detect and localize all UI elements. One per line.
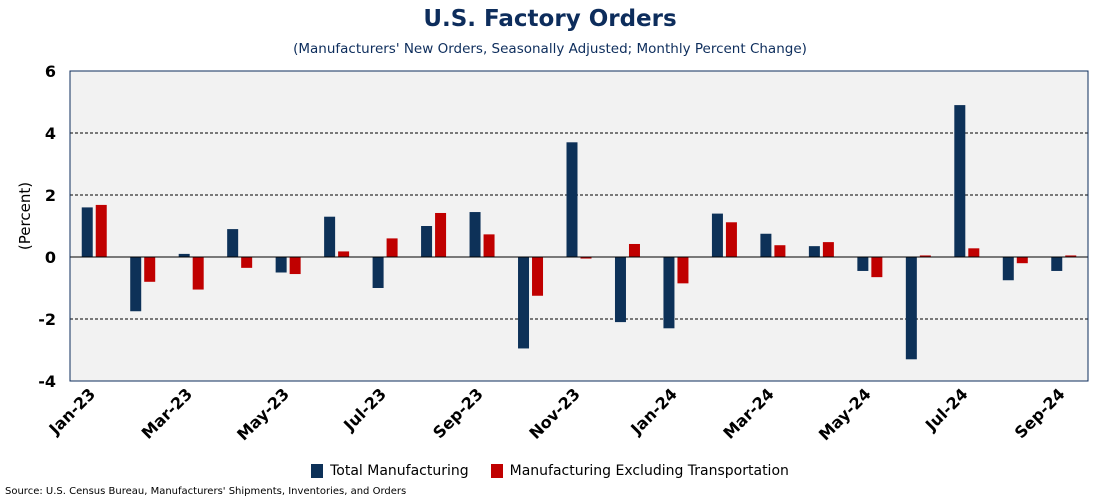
bar-total-Mar-24: [760, 233, 772, 257]
bar-excl-transportation-Dec-23: [628, 243, 640, 257]
bar-excl-transportation-Jan-24: [677, 257, 689, 284]
x-tick-label: Jul-23: [339, 384, 390, 435]
y-tick-label: -2: [38, 310, 56, 329]
x-tick-label: Mar-24: [719, 384, 777, 442]
bar-total-Jan-24: [663, 257, 675, 329]
bar-excl-transportation-Mar-24: [774, 245, 786, 257]
chart-title: U.S. Factory Orders: [423, 6, 677, 32]
bar-total-Apr-23: [227, 229, 239, 257]
bar-excl-transportation-Jul-24: [968, 248, 980, 257]
bar-excl-transportation-Jun-23: [338, 251, 350, 257]
plot-border: [69, 70, 1089, 382]
legend-item-total: Total Manufacturing: [311, 463, 469, 479]
bar-excl-transportation-May-23: [289, 257, 301, 275]
bar-excl-transportation-Aug-24: [1016, 257, 1028, 264]
legend: Total Manufacturing Manufacturing Exclud…: [0, 463, 1100, 479]
y-tick-label: 6: [45, 62, 56, 81]
y-tick-label: 4: [45, 124, 56, 143]
legend-item-excl-transportation: Manufacturing Excluding Transportation: [490, 463, 789, 479]
bar-total-Dec-23: [614, 257, 626, 323]
legend-label-total: Total Manufacturing: [330, 463, 469, 479]
x-tick-label: Jul-24: [921, 384, 972, 435]
legend-swatch-excl-transportation: [490, 464, 503, 478]
bar-excl-transportation-Apr-24: [822, 242, 834, 257]
bar-total-Apr-24: [808, 246, 820, 257]
bar-total-Jun-23: [324, 216, 336, 257]
y-axis-label: (Percent): [16, 182, 34, 250]
x-tick-label: May-23: [233, 384, 293, 444]
bar-total-Nov-23: [566, 142, 578, 257]
bar-total-Aug-24: [1002, 257, 1014, 281]
legend-label-excl-transportation: Manufacturing Excluding Transportation: [509, 463, 789, 479]
x-tick-label: Jan-24: [626, 384, 680, 438]
legend-swatch-total: [311, 464, 324, 478]
bar-excl-transportation-May-24: [871, 257, 883, 278]
bar-chart: -4 -2 0 2 4 6 (Percent) Jan-23 Mar-23 May-23 Jul-2…: [16, 62, 1089, 444]
bar-total-Mar-23: [178, 253, 190, 257]
bar-excl-transportation-Mar-23: [192, 257, 204, 290]
bar-excl-transportation-Aug-23: [435, 212, 447, 257]
bar-total-May-23: [275, 257, 287, 273]
bar-excl-transportation-Sep-23: [483, 234, 495, 257]
bar-excl-transportation-Apr-23: [241, 257, 253, 268]
bar-excl-transportation-Jun-24: [919, 255, 931, 257]
bar-excl-transportation-Oct-23: [532, 257, 544, 296]
bar-total-Jan-23: [81, 207, 93, 257]
y-tick-label: -4: [38, 372, 56, 391]
bar-total-Jul-23: [372, 257, 384, 288]
x-tick-label: Jan-23: [45, 384, 99, 438]
bar-total-Sep-24: [1051, 257, 1063, 271]
x-tick-label: Sep-23: [429, 384, 487, 442]
y-tick-label: 0: [45, 248, 56, 267]
bar-total-Aug-23: [421, 226, 433, 257]
bar-total-Sep-23: [469, 212, 481, 257]
x-tick-label: Mar-23: [138, 384, 196, 442]
bar-excl-transportation-Nov-23: [580, 257, 592, 259]
bar-total-Jun-24: [905, 257, 917, 360]
plot-area: [70, 71, 1088, 381]
x-tick-label: Sep-24: [1011, 384, 1069, 442]
bar-total-Feb-23: [130, 257, 142, 312]
bar-excl-transportation-Jul-23: [386, 238, 398, 257]
bar-excl-transportation-Jan-23: [95, 204, 107, 257]
y-tick-label: 2: [45, 186, 56, 205]
bar-excl-transportation-Feb-23: [144, 257, 156, 282]
bar-total-Jul-24: [954, 105, 966, 257]
bar-total-Oct-23: [518, 257, 530, 349]
x-tick-label: May-24: [815, 384, 875, 444]
source-note: Source: U.S. Census Bureau, Manufacturer…: [5, 486, 407, 497]
x-tick-label: Nov-23: [525, 384, 583, 442]
chart-subtitle: (Manufacturers' New Orders, Seasonally A…: [293, 41, 807, 57]
bar-total-Feb-24: [711, 213, 723, 257]
bar-excl-transportation-Sep-24: [1065, 255, 1077, 257]
bar-total-May-24: [857, 257, 869, 271]
bar-excl-transportation-Feb-24: [725, 222, 737, 257]
